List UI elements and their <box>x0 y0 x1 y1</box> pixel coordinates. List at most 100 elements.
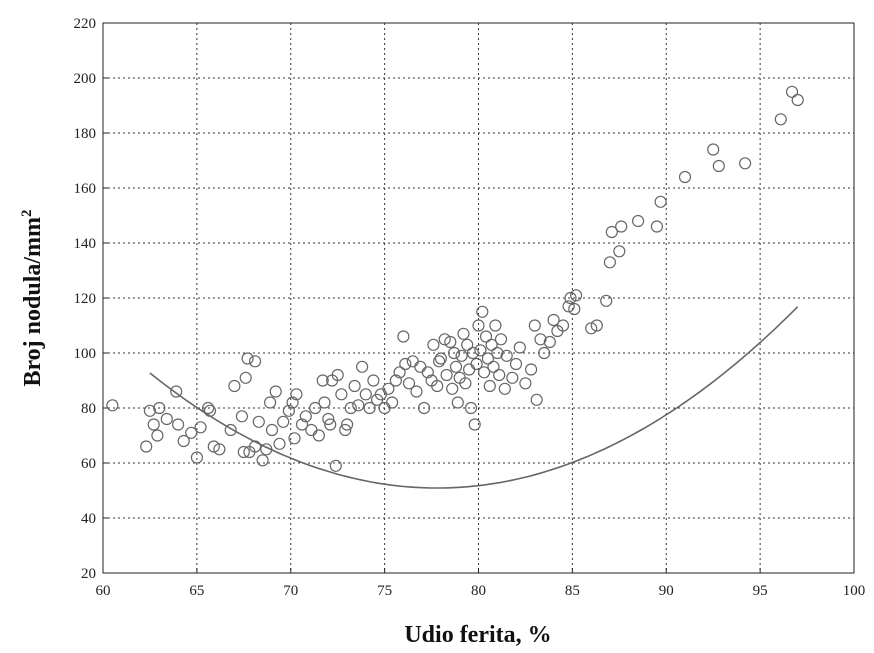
data-point <box>479 330 493 343</box>
data-point <box>299 410 312 423</box>
data-point <box>172 418 185 431</box>
data-point <box>256 454 269 467</box>
x-tick-label: 60 <box>96 583 111 599</box>
data-point <box>269 385 282 398</box>
data-point <box>202 401 215 415</box>
data-point <box>421 366 434 379</box>
data-point <box>491 346 504 360</box>
data-point <box>791 93 804 107</box>
data-point <box>519 377 532 390</box>
data-point <box>324 418 337 431</box>
data-point <box>538 346 551 360</box>
data-point <box>356 360 369 373</box>
data-point <box>569 289 583 302</box>
data-point <box>707 143 720 156</box>
data-point <box>506 371 519 384</box>
data-point <box>359 388 372 401</box>
data-point <box>459 377 472 390</box>
fit-curve <box>149 306 799 489</box>
data-point <box>194 421 207 434</box>
x-tick-label: 80 <box>471 583 486 599</box>
x-tick-label: 100 <box>843 583 866 599</box>
data-point <box>290 388 303 401</box>
data-point <box>331 368 344 382</box>
data-point <box>273 437 286 450</box>
data-point <box>344 401 357 415</box>
y-tick-label: 60 <box>81 456 96 472</box>
data-point <box>678 170 692 184</box>
data-point <box>474 344 487 357</box>
data-point <box>140 440 153 453</box>
data-point <box>615 220 628 233</box>
data-point <box>603 256 617 269</box>
data-point <box>335 388 348 401</box>
data-point <box>241 352 254 365</box>
data-point <box>339 423 352 437</box>
data-point <box>312 429 325 442</box>
data-point <box>513 341 526 354</box>
data-point <box>528 319 541 332</box>
data-point <box>494 333 508 346</box>
data-point <box>322 412 335 426</box>
x-tick-labels: 60 65 70 75 80 85 90 95 100 <box>96 583 866 599</box>
data-point <box>367 374 380 387</box>
data-point <box>440 368 453 382</box>
data-point <box>406 355 419 368</box>
data-point <box>203 404 217 417</box>
y-tick-label: 220 <box>74 16 97 32</box>
data-point <box>457 327 470 340</box>
data-point <box>487 360 500 373</box>
data-point <box>468 418 481 431</box>
data-point <box>427 338 440 351</box>
data-point <box>399 357 412 371</box>
data-point <box>650 220 664 233</box>
data-point <box>568 302 581 316</box>
data-point <box>738 157 752 170</box>
data-point <box>448 346 461 360</box>
data-point <box>282 404 295 417</box>
data-point <box>277 415 290 428</box>
data-point <box>106 399 119 412</box>
data-point <box>348 379 361 393</box>
plot-frame <box>102 22 855 574</box>
data-point <box>393 366 406 379</box>
data-point <box>455 349 468 362</box>
x-tick-label: 75 <box>377 583 392 599</box>
data-point <box>363 401 376 415</box>
data-point <box>170 385 183 398</box>
data-point <box>286 396 299 409</box>
y-tick-label: 100 <box>74 346 97 362</box>
data-point <box>464 401 478 415</box>
data-point <box>434 352 447 365</box>
data-point <box>470 357 483 371</box>
data-point <box>530 393 543 406</box>
data-point <box>414 360 427 373</box>
data-point <box>316 374 329 387</box>
data-point <box>309 401 322 415</box>
data-point <box>341 418 354 431</box>
data-point <box>483 379 496 393</box>
data-point <box>295 418 309 431</box>
y-tick-label: 180 <box>74 126 97 142</box>
data-point <box>177 434 190 448</box>
data-point <box>600 294 613 307</box>
data-point <box>712 159 725 173</box>
y-tick-label: 20 <box>81 566 96 582</box>
data-point <box>418 401 431 415</box>
data-point <box>564 291 577 305</box>
data-point <box>556 319 570 332</box>
data-point <box>500 349 513 362</box>
data-point <box>431 379 444 393</box>
data-point <box>264 396 277 409</box>
data-point <box>631 214 645 228</box>
y-tick-label: 120 <box>74 291 97 307</box>
data-point <box>153 401 166 415</box>
data-points <box>106 85 804 472</box>
data-point <box>547 313 560 327</box>
data-point <box>476 305 489 318</box>
data-point <box>252 415 265 428</box>
data-point <box>590 319 603 332</box>
data-point <box>143 404 156 417</box>
data-point <box>402 377 416 390</box>
